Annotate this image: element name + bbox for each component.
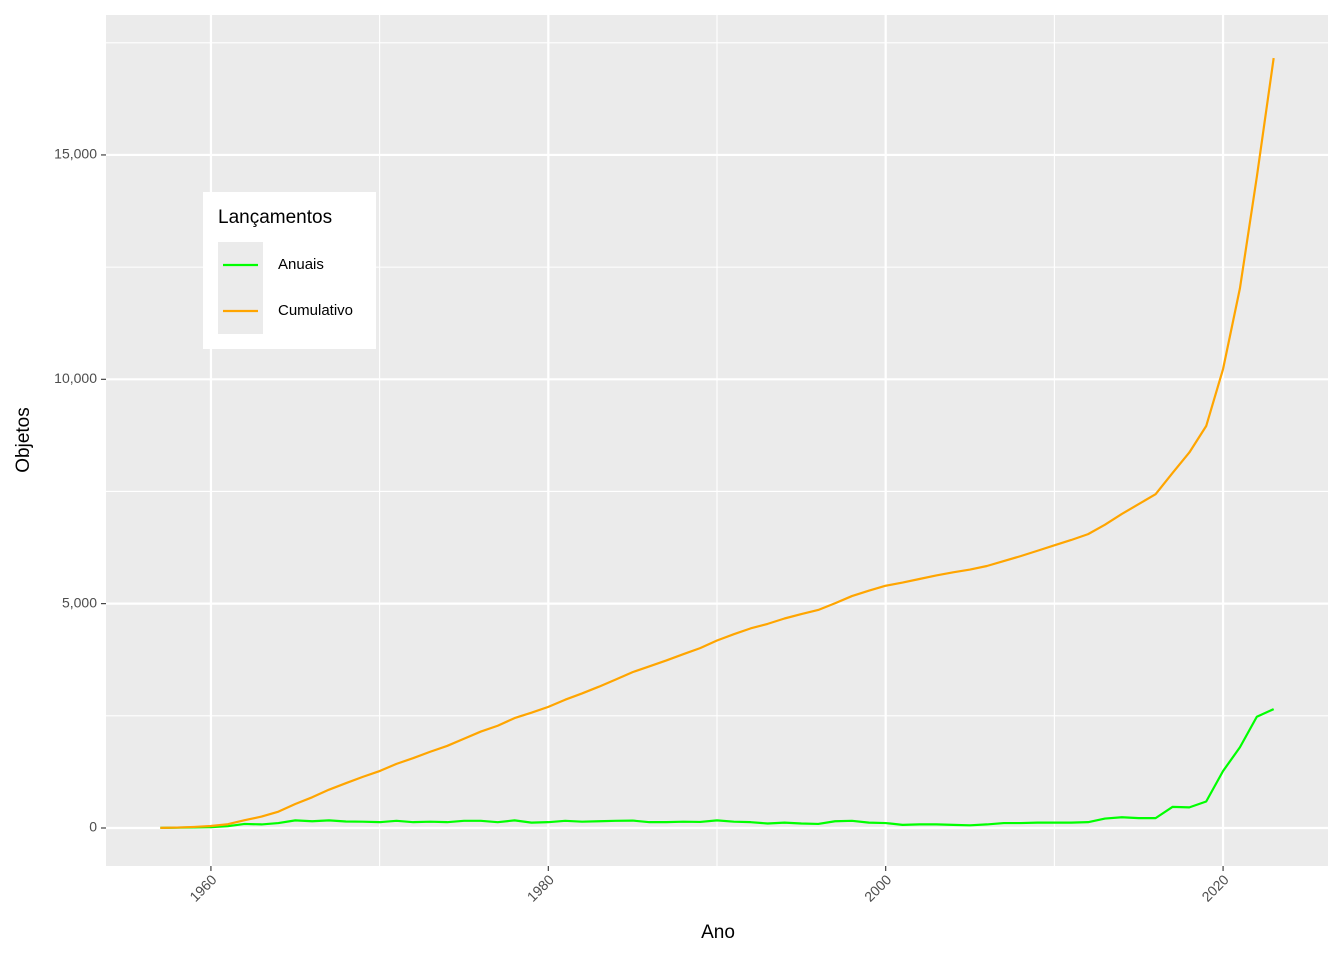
x-tick-label: 2020 (1198, 871, 1231, 904)
y-tick-label: 10,000 (54, 370, 97, 386)
x-tick-label: 1980 (524, 871, 557, 904)
legend-title: Lançamentos (218, 207, 332, 228)
x-tick-label: 1960 (186, 871, 219, 904)
legend-label: Cumulativo (278, 302, 353, 319)
lines (160, 57, 1275, 830)
y-tick-label: 15,000 (54, 146, 97, 162)
legend: Lançamentos Anuais Cumulativo (203, 192, 376, 349)
x-tick-label: 2000 (861, 871, 894, 904)
legend-label: Anuais (278, 256, 324, 273)
series-line (160, 708, 1275, 830)
y-tick-label: 0 (89, 819, 97, 835)
x-axis-title: Ano (701, 922, 735, 943)
y-tick-label: 5,000 (62, 594, 97, 610)
y-axis-title: Objetos (13, 407, 34, 472)
series-line (160, 57, 1275, 830)
